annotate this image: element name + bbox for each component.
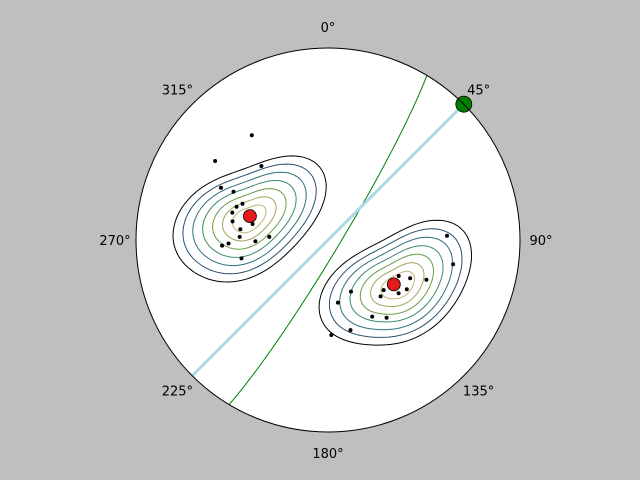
pole-point [348, 328, 353, 333]
pole-point [231, 189, 236, 194]
contour-line [318, 219, 473, 346]
net-primitive-circle [135, 47, 521, 433]
contour-line [192, 171, 307, 267]
pole-point [349, 289, 353, 294]
pole-point [253, 239, 258, 244]
pole-point [451, 262, 456, 267]
pole-point [445, 233, 449, 238]
pole-point [234, 204, 239, 209]
contour-line [380, 270, 416, 300]
contour-line [359, 253, 435, 315]
azimuth-tick-label: 225° [162, 385, 193, 400]
pole-point [213, 159, 218, 163]
azimuth-tick-label: 180° [312, 447, 343, 462]
pole-point [259, 164, 264, 168]
azimuth-tick-label: 0° [321, 21, 336, 36]
density-contours [172, 155, 473, 346]
azimuth-tick-label: 90° [529, 234, 552, 249]
azimuth-tick-label: 135° [463, 385, 494, 400]
pole-point [424, 277, 429, 282]
pole-point [240, 201, 245, 206]
pole-point [238, 227, 243, 232]
azimuth-labels: 0° 45° 90° 135° 180° 225° 270° 315° [99, 21, 552, 462]
pole-point [219, 185, 223, 190]
pole-point [250, 222, 255, 226]
contour-line [231, 204, 267, 234]
pole-point [404, 287, 409, 292]
pole-point [384, 315, 389, 320]
pole-point [230, 219, 235, 224]
contour-line [349, 245, 444, 323]
pole-point [239, 256, 244, 261]
pole-point [329, 333, 334, 337]
pole-point [408, 276, 413, 281]
pole-point [370, 314, 375, 319]
pole-point [267, 234, 272, 239]
contour-line [182, 163, 317, 275]
contour-line [339, 236, 454, 331]
contour-line [328, 228, 463, 338]
pole-point [226, 241, 231, 246]
contour-line [370, 262, 425, 307]
azimuth-tick-label: 315° [162, 83, 193, 98]
contour-line [202, 179, 297, 258]
pole-point [396, 274, 401, 278]
azimuth-tick-label: 45° [467, 83, 490, 98]
pole-point [230, 210, 235, 215]
structural-lines [191, 75, 465, 405]
azimuth-tick-label: 270° [99, 234, 130, 249]
pole-point [378, 294, 383, 299]
diameter-line [191, 103, 465, 377]
contour-line [212, 188, 287, 250]
great-circle [228, 75, 428, 405]
pole-point [381, 288, 386, 293]
contour-line [221, 196, 277, 242]
pole-point [237, 234, 242, 239]
pole-point [335, 300, 340, 305]
mean-pole-marker [242, 209, 257, 224]
mean-pole-marker [386, 277, 401, 292]
pole-point [396, 291, 401, 296]
pole-point [220, 243, 225, 248]
contour-line [172, 155, 327, 283]
pole-point [249, 133, 254, 138]
